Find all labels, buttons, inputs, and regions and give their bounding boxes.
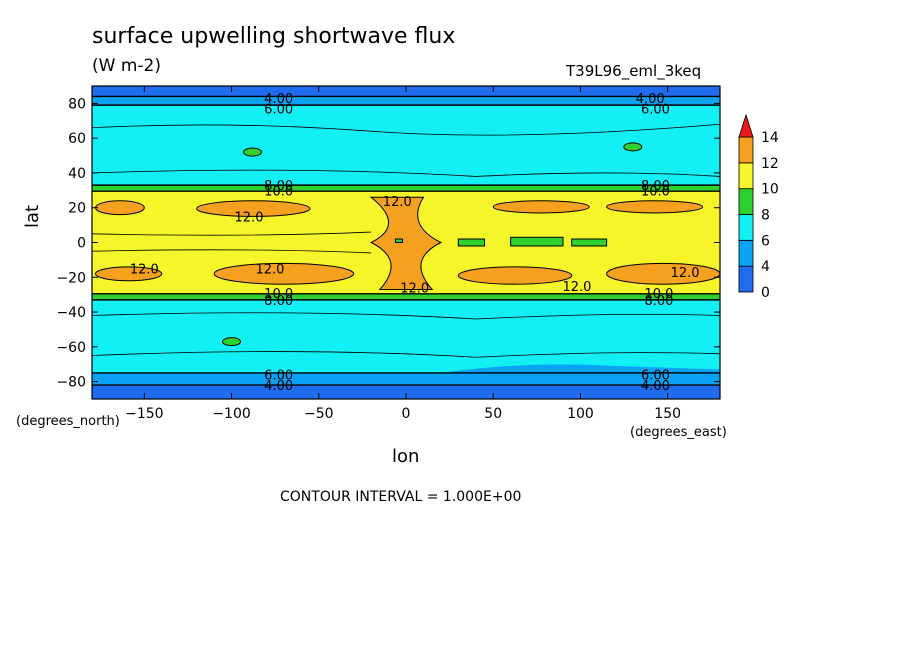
x-axis-units: (degrees_east) (630, 425, 727, 440)
y-tick-label: 20 (68, 201, 86, 217)
contour-label: 4.00 (264, 379, 293, 394)
contour-label: 12.0 (383, 195, 412, 210)
contour-label: 6.00 (641, 103, 670, 118)
x-tick-label: −150 (125, 406, 163, 422)
y-tick-label: 80 (68, 96, 86, 112)
y-tick-label: 40 (68, 166, 86, 182)
lat-band (92, 185, 720, 192)
contour-region (242, 147, 262, 157)
lat-band (92, 105, 720, 186)
contour-line (92, 123, 720, 136)
contour-label: 12.0 (130, 263, 159, 278)
colorbar-tick-label: 12 (761, 156, 779, 172)
contour-line (92, 351, 720, 358)
contour-label: 12.0 (562, 280, 591, 295)
colorbar-segment (738, 214, 754, 241)
contour-label: 8.00 (641, 179, 670, 194)
x-tick-label: −100 (212, 406, 250, 422)
contour-region (94, 266, 163, 282)
colorbar-tick-label: 8 (761, 208, 770, 224)
contour-region (440, 364, 720, 375)
colorbar-segment (738, 188, 754, 215)
contour-line (92, 231, 372, 236)
contour-region (457, 238, 486, 247)
contour-region (606, 200, 704, 214)
colorbar-tick-label: 6 (761, 233, 770, 249)
contour-region (623, 142, 643, 152)
contour-label: 4.00 (636, 92, 665, 107)
colorbar-tick-label: 14 (761, 130, 779, 146)
contour-line (92, 169, 720, 177)
contour-region (457, 266, 573, 285)
contour-label: 8.00 (264, 179, 293, 194)
colorbar-segment (738, 136, 754, 164)
x-tick-label: 50 (484, 406, 502, 422)
colorbar-tick-label: 10 (761, 182, 779, 198)
contour-region (492, 200, 590, 214)
contour-label: 10.0 (641, 184, 670, 199)
contour-region (369, 196, 443, 290)
x-tick-label: −50 (304, 406, 334, 422)
contour-interval-note: CONTOUR INTERVAL = 1.000E+00 (280, 489, 522, 505)
y-tick-label: 60 (68, 131, 86, 147)
contour-region (196, 200, 311, 217)
colorbar-segment (738, 239, 754, 267)
x-tick-label: 150 (654, 406, 681, 422)
chart-units: (W m-2) (92, 56, 161, 76)
dataset-label: T39L96_eml_3keq (566, 62, 702, 80)
lat-band (92, 385, 720, 399)
y-tick-label: −20 (56, 270, 86, 286)
contour-label: 12.0 (400, 282, 429, 297)
contour-label: 4.00 (264, 92, 293, 107)
y-axis-units: (degrees_north) (16, 414, 120, 429)
y-tick-label: −80 (56, 375, 86, 391)
contour-label: 4.00 (641, 379, 670, 394)
y-tick-label: 0 (77, 236, 86, 252)
x-tick-label: 100 (567, 406, 594, 422)
lat-band (92, 293, 720, 300)
colorbar-tick-label: 4 (761, 259, 770, 275)
contour-region (571, 238, 608, 247)
colorbar-segment (738, 265, 754, 293)
lat-band (92, 372, 720, 386)
lat-band (92, 96, 720, 106)
contour-line (92, 249, 372, 254)
x-tick-label: 0 (402, 406, 411, 422)
contour-line (92, 312, 720, 320)
contour-label: 12.0 (255, 263, 284, 278)
contour-label: 8.00 (644, 294, 673, 309)
y-tick-label: −60 (56, 340, 86, 356)
lat-band (92, 299, 720, 373)
contour-label: 6.00 (264, 369, 293, 384)
colorbar-segment (738, 162, 754, 190)
contour-label: 12.0 (235, 210, 264, 225)
contour-label: 10.0 (264, 184, 293, 199)
contour-label: 6.00 (641, 369, 670, 384)
chart-title: surface upwelling shortwave flux (92, 24, 456, 49)
contour-label: 10.0 (644, 287, 673, 302)
y-tick-label: −40 (56, 305, 86, 321)
contour-region (510, 236, 564, 247)
contour-region (222, 337, 242, 347)
contour-label: 8.00 (264, 294, 293, 309)
colorbar-tick-label: 0 (761, 285, 770, 301)
x-axis-label: lon (392, 446, 420, 467)
contour-label: 6.00 (264, 103, 293, 118)
contour-label: 10.0 (264, 287, 293, 302)
contour-label: 12.0 (671, 266, 700, 281)
contour-region (606, 262, 720, 285)
contour-region (395, 238, 404, 243)
contour-region (94, 200, 145, 216)
colorbar-arrow (738, 113, 754, 138)
contour-region (213, 262, 355, 285)
